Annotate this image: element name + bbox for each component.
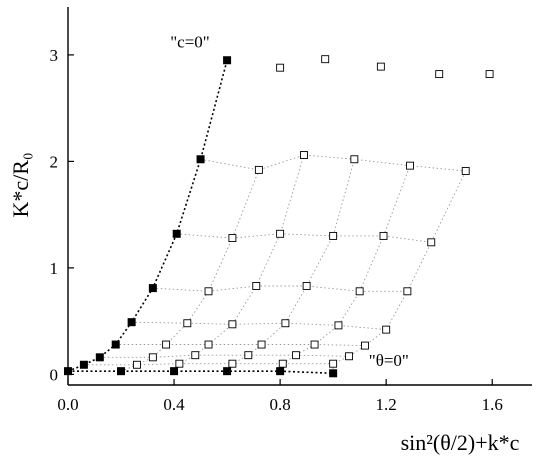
open-square-marker	[300, 151, 308, 159]
open-square-marker	[228, 359, 237, 368]
open-square-marker	[257, 340, 266, 349]
y-tick-label: 0	[50, 365, 59, 384]
filled-square-marker	[64, 367, 72, 376]
open-square-marker	[435, 70, 444, 79]
open-square-marker	[355, 287, 364, 296]
open-square-marker	[254, 165, 263, 174]
grid-line-constant-theta	[226, 159, 355, 372]
grid-line-constant-c	[83, 363, 334, 366]
open-square-marker	[281, 319, 290, 328]
open-square-marker	[183, 319, 192, 328]
filled-square-marker	[276, 367, 285, 376]
filled-square-marker	[170, 367, 179, 376]
grid-line-constant-theta	[173, 154, 305, 372]
filled-square-marker	[95, 353, 104, 362]
grid-line-constant-c	[200, 154, 466, 172]
filled-square-marker	[127, 318, 136, 327]
axes	[67, 7, 532, 386]
open-square-marker	[321, 55, 330, 64]
x-tick-label: 0.4	[163, 395, 185, 414]
x-tick-label: 1.6	[482, 395, 503, 414]
filled-square-marker	[223, 367, 232, 376]
y-tick-label: 2	[50, 152, 59, 171]
open-square-marker	[252, 282, 261, 290]
theta-zero-line	[68, 370, 334, 375]
open-square-marker	[329, 359, 338, 368]
filled-square-marker	[172, 229, 181, 238]
filled-square-marker	[223, 56, 232, 65]
y-tick-label: 1	[50, 259, 59, 278]
x-axis-title: sin²(θ/2)+k*c	[401, 430, 520, 455]
filled-square-marker	[196, 155, 205, 164]
y-tick-label: 3	[50, 46, 59, 65]
open-square-marker	[403, 287, 412, 296]
tick-group: 0.0 0.4 0.8 1.2 1.6 0 1 2 3	[50, 46, 503, 414]
open-square-marker	[191, 351, 200, 360]
open-square-marker	[278, 359, 287, 368]
open-square-marker	[148, 353, 157, 362]
open-square-marker	[276, 229, 285, 238]
open-square-marker	[175, 359, 184, 368]
grid-line-constant-c	[131, 321, 387, 331]
grid-line-constant-theta	[279, 165, 411, 372]
grid-line-constant-c	[115, 344, 366, 347]
x-tick-label: 0.8	[269, 395, 290, 414]
grid-line-constant-c	[152, 285, 408, 292]
open-square-marker	[310, 340, 319, 349]
filled-square-marker	[111, 340, 120, 349]
open-square-marker	[204, 287, 213, 296]
open-square-marker	[361, 341, 369, 350]
open-square-marker	[228, 320, 237, 329]
open-square-marker	[485, 70, 494, 79]
open-square-marker	[345, 352, 354, 361]
open-square-marker	[244, 351, 253, 360]
grid-line-constant-theta	[332, 170, 467, 374]
open-square-marker	[162, 340, 171, 349]
filled-square-marker	[117, 367, 126, 376]
open-square-marker	[427, 238, 436, 247]
open-square-marker	[461, 167, 470, 175]
x-tick-label: 1.2	[376, 395, 397, 414]
open-square-marker	[204, 340, 213, 349]
grid-line-constant-c	[176, 233, 432, 243]
open-square-marker	[406, 161, 414, 170]
grid-line-group	[83, 154, 467, 374]
open-square-marker	[376, 62, 385, 71]
annotation-c-zero: "c=0"	[170, 32, 210, 51]
open-square-marker	[302, 282, 311, 290]
series-line-group	[67, 59, 334, 375]
open-square-marker	[228, 234, 237, 243]
open-square-marker	[350, 155, 359, 164]
open-square-marker	[132, 360, 141, 369]
filled-square-marker	[148, 284, 157, 293]
open-square-marker	[292, 351, 300, 360]
filled-square-marker	[329, 369, 338, 378]
y-axis-title: K*c/R₀	[8, 152, 33, 217]
open-square-marker	[382, 325, 391, 334]
annotation-theta-zero: "θ=0"	[369, 351, 409, 370]
c-zero-line	[67, 59, 228, 372]
open-square-marker	[379, 231, 388, 240]
grid-line-constant-theta	[120, 169, 260, 372]
open-square-marker	[334, 321, 343, 330]
open-square-marker	[276, 63, 285, 72]
grid-line-constant-c	[99, 354, 350, 358]
marker-group	[64, 55, 494, 378]
x-tick-label: 0.0	[57, 395, 78, 414]
open-square-marker	[329, 231, 338, 240]
filled-square-marker	[79, 360, 88, 369]
